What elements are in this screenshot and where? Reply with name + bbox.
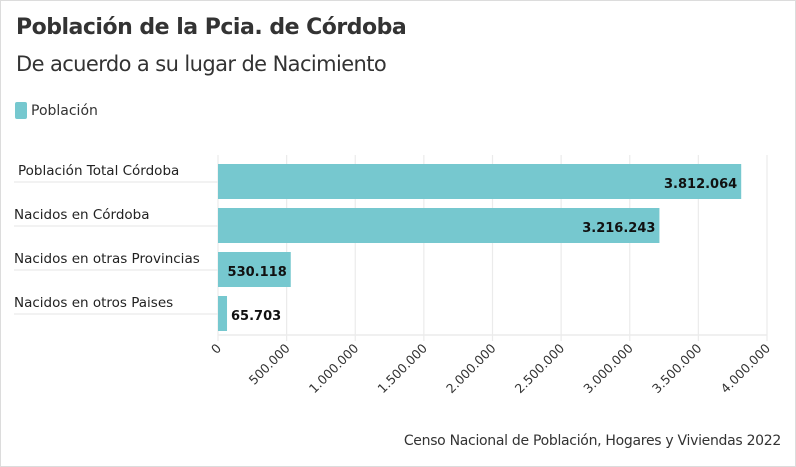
x-tick-label: 4.000.000 (718, 340, 774, 396)
value-label: 3.812.064 (664, 177, 737, 192)
legend[interactable]: Población (15, 102, 98, 119)
bar (218, 252, 291, 287)
x-tick-label: 3.500.000 (649, 340, 705, 396)
x-tick-label: 3.000.000 (580, 340, 636, 396)
legend-swatch (15, 102, 27, 119)
source-note: Censo Nacional de Población, Hogares y V… (403, 433, 781, 449)
x-tick-label: 2.500.000 (512, 340, 568, 396)
x-tick-label: 1.000.000 (306, 340, 362, 396)
category-label: Nacidos en otras Provincias (14, 251, 200, 267)
category-label: Población Total Córdoba (18, 163, 179, 179)
bar (218, 164, 742, 199)
category-label: Nacidos en Córdoba (14, 207, 150, 223)
value-label: 3.216.243 (582, 221, 655, 236)
x-tick-label: 500.000 (246, 340, 293, 387)
value-label: 65.703 (231, 309, 281, 324)
chart-title: Población de la Pcia. de Córdoba (16, 15, 407, 40)
category-label: Nacidos en otros Paises (14, 295, 173, 311)
bar (218, 296, 228, 331)
legend-label: Población (31, 102, 98, 119)
bar (218, 208, 660, 243)
chart-subtitle: De acuerdo a su lugar de Nacimiento (16, 52, 387, 76)
value-label: 530.118 (228, 265, 287, 280)
x-tick-label: 2.000.000 (443, 340, 499, 396)
x-tick-label: 1.500.000 (374, 340, 430, 396)
x-tick-label: 0 (208, 340, 224, 356)
